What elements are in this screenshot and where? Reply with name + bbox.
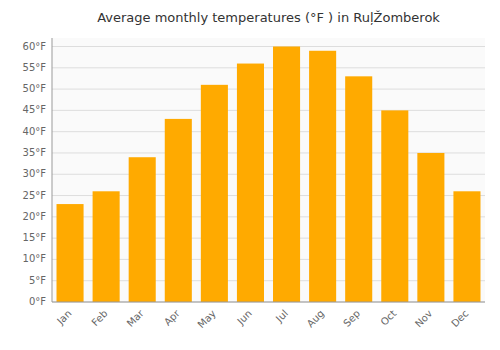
x-tick-label: Nov [413,308,435,330]
y-tick-label: 25°F [23,190,47,201]
x-tick-label: Apr [162,307,183,328]
x-axis-line [52,302,485,303]
y-tick-label: 35°F [23,147,47,158]
bar [381,110,408,302]
y-tick-label: 40°F [23,126,47,137]
x-tick-label: Jun [234,308,254,328]
x-tick-label: Feb [89,308,109,328]
plot-area [52,38,485,302]
grid-line [52,131,485,132]
x-tick-label: Dec [449,308,470,329]
y-tick-label: 15°F [23,232,47,243]
grid-line [52,89,485,90]
x-axis: Jan Feb Mar Apr May Jun Jul Aug Sep Oct Nov Dec [54,307,470,330]
bars [57,47,481,302]
grid-line [52,67,485,68]
grid-line [52,46,485,47]
y-axis: 0°F 5°F 10°F 15°F 20°F 25°F 30°F 35°F 40°F 45°F 50… [23,41,47,307]
y-tick-label: 5°F [29,275,46,286]
y-tick-label: 30°F [23,168,47,179]
x-tick-label: Mar [125,307,147,329]
chart: 0°F 5°F 10°F 15°F 20°F 25°F 30°F 35°F 40°F 45°F 50… [0,0,500,350]
bar [129,157,156,302]
bar [417,153,444,302]
y-axis-line [52,38,53,302]
bar [165,119,192,302]
x-tick-label: Oct [378,308,398,328]
bar [453,191,480,302]
grid-line [52,302,485,303]
grid-line [52,110,485,111]
y-tick-label: 10°F [23,253,47,264]
bar [237,64,264,302]
bar [273,47,300,302]
y-tick-label: 20°F [23,211,47,222]
y-tick-label: 55°F [23,62,47,73]
x-tick-label: May [196,308,218,330]
y-tick-label: 0°F [29,296,46,307]
bar [57,204,84,302]
x-tick-label: Aug [305,308,327,330]
bar [345,76,372,302]
grid [52,47,485,302]
y-tick-label: 45°F [23,104,47,115]
bar [201,85,228,302]
x-tick-label: Jan [54,308,73,327]
title: Average monthly temperatures (°F ) in Ru… [97,10,440,25]
x-tick-label: Sep [341,308,362,329]
bar [309,51,336,302]
bar [93,191,120,302]
y-tick-label: 50°F [23,83,47,94]
y-tick-label: 60°F [23,41,47,52]
x-tick-label: Jul [273,308,290,325]
